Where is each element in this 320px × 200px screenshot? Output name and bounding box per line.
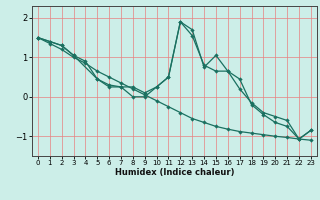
X-axis label: Humidex (Indice chaleur): Humidex (Indice chaleur) xyxy=(115,168,234,177)
